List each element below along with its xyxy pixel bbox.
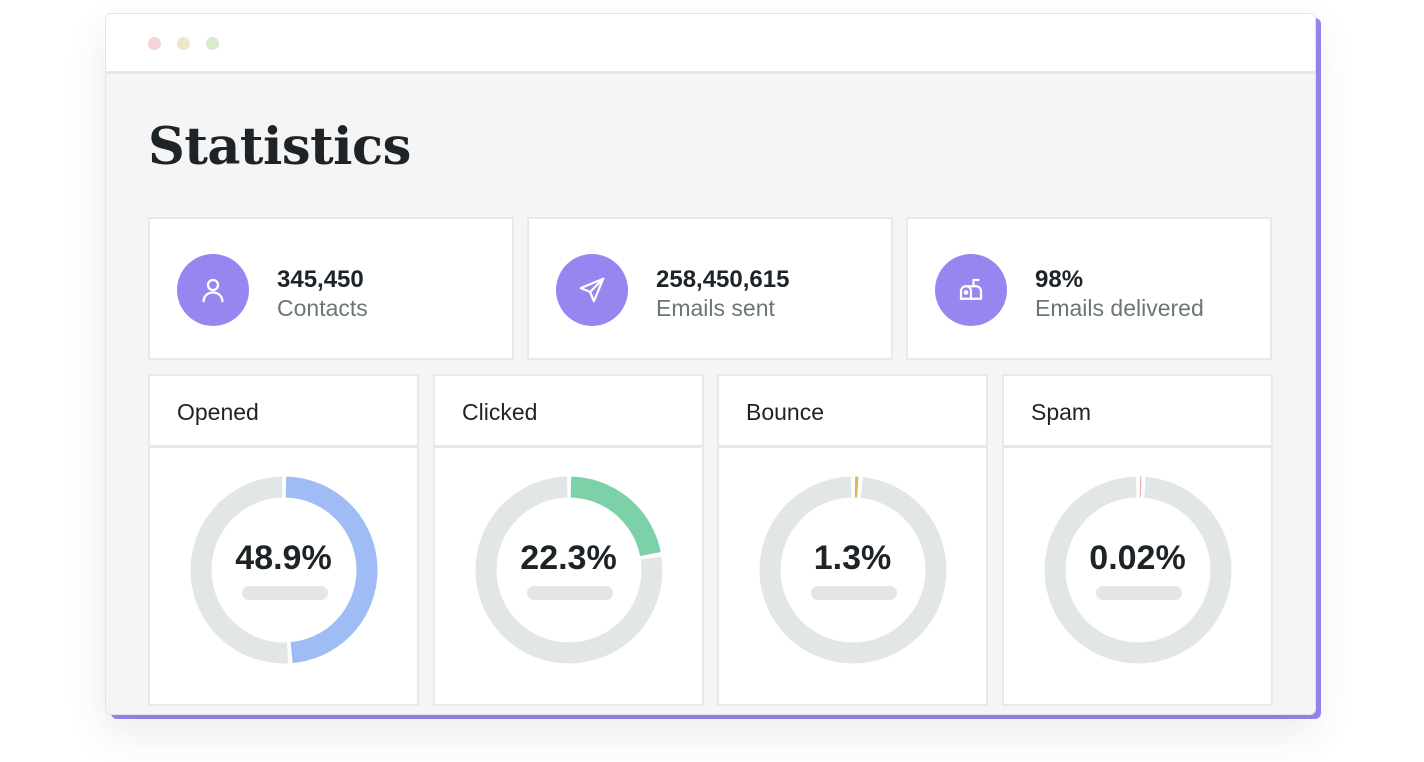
metric-label: Opened <box>177 399 259 425</box>
donut-chart-clicked <box>475 476 663 664</box>
stat-card-contacts: 345,450 Contacts <box>148 217 514 360</box>
donut-chart-opened <box>190 476 378 664</box>
donut-value: 1.3% <box>813 539 892 577</box>
metric-label: Bounce <box>746 399 825 425</box>
metric-label: Clicked <box>462 399 538 425</box>
donut-separator-start <box>475 476 663 664</box>
metric-label: Spam <box>1031 399 1092 425</box>
metric-header: Clicked <box>435 376 702 448</box>
metric-card-clicked: Clicked 22.3% <box>433 374 704 706</box>
window-close-dot[interactable] <box>148 37 161 50</box>
window-maximize-dot[interactable] <box>206 37 219 50</box>
mailbox-icon <box>935 254 1007 326</box>
stat-card-emails-sent: 258,450,615 Emails sent <box>527 217 893 360</box>
metric-header: Bounce <box>719 376 986 448</box>
send-icon <box>556 254 628 326</box>
browser-window: Statistics 345,450 Contacts 258,450,615 … <box>105 13 1316 715</box>
donut-value: 0.02% <box>1089 539 1186 577</box>
metric-card-bounce: Bounce 1.3% <box>717 374 988 706</box>
placeholder-bar <box>811 586 897 600</box>
placeholder-bar <box>242 586 328 600</box>
page-title: Statistics <box>148 117 411 177</box>
user-icon <box>177 254 249 326</box>
placeholder-bar <box>527 586 613 600</box>
window-minimize-dot[interactable] <box>177 37 190 50</box>
donut-chart-spam <box>1044 476 1232 664</box>
donut-value: 48.9% <box>235 539 332 577</box>
metric-card-spam: Spam 0.02% <box>1002 374 1273 706</box>
stat-label: Emails sent <box>656 295 775 321</box>
stat-card-emails-delivered: 98% Emails delivered <box>906 217 1272 360</box>
stat-value: 345,450 <box>277 266 364 293</box>
donut-separator-start <box>759 476 947 664</box>
stat-label: Emails delivered <box>1035 295 1204 321</box>
donut-value: 22.3% <box>520 539 617 577</box>
window-titlebar <box>106 14 1315 74</box>
stat-value: 258,450,615 <box>656 266 790 293</box>
donut-separator-start <box>190 476 378 664</box>
donut-chart-bounce <box>759 476 947 664</box>
metric-card-opened: Opened 48.9% <box>148 374 419 706</box>
metric-header: Spam <box>1004 376 1271 448</box>
stat-label: Contacts <box>277 295 368 321</box>
placeholder-bar <box>1096 586 1182 600</box>
donut-separator-start <box>1044 476 1232 664</box>
stat-value: 98% <box>1035 266 1084 293</box>
metric-header: Opened <box>150 376 417 448</box>
